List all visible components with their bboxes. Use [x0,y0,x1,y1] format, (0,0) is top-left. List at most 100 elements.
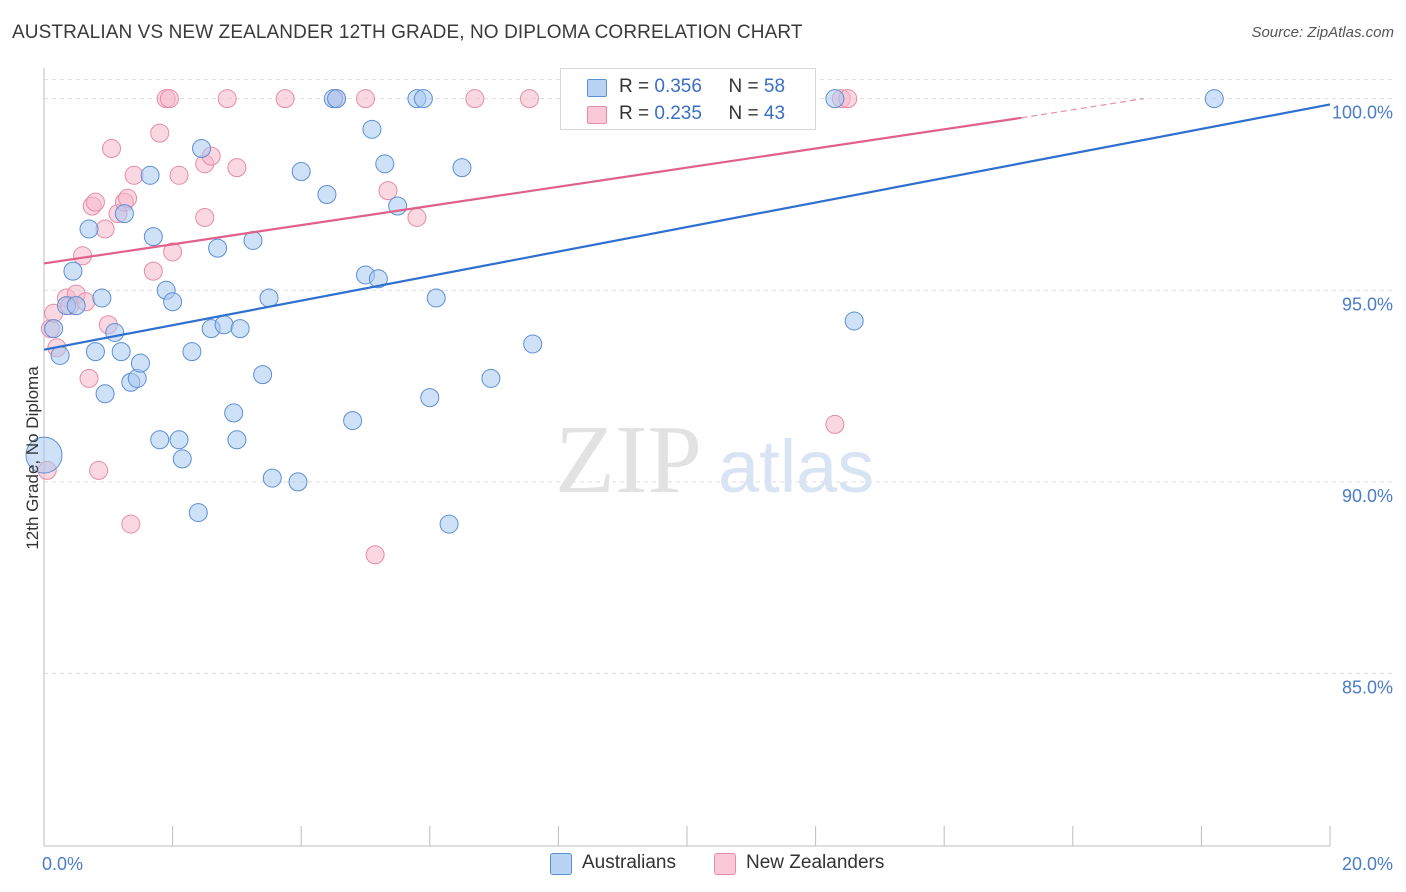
y-tick-label: 95.0% [1342,294,1393,314]
chart-title: AUSTRALIAN VS NEW ZEALANDER 12TH GRADE, … [12,22,803,43]
new-zealanders-point [365,545,385,565]
australians-point [413,89,433,109]
new-zealanders-point [159,89,179,109]
australians-point [85,342,105,362]
new-zealanders-point [407,207,427,227]
new-zealanders-point [169,165,189,185]
x-tick-label-min: 0.0% [42,854,83,874]
australians-point [172,449,192,469]
australians-point [208,238,228,258]
australians-point [63,261,83,281]
australians-point [343,411,363,431]
new-zealanders-point [121,514,141,534]
australians-point [127,368,147,388]
australians-point [317,184,337,204]
australians-point [262,468,282,488]
australians-point [25,436,63,474]
australians-point [523,334,543,354]
new-zealanders-point [378,181,398,201]
legend-n-value: 43 [763,103,786,124]
legend-r-label: R = [619,76,650,97]
australians-point [114,204,134,224]
new-zealanders-point [143,261,163,281]
australians-point [140,165,160,185]
new-zealanders-swatch [714,853,736,875]
legend-r-label: R = [619,103,650,124]
australians-point [291,161,311,181]
axis-layer: 85.0% 90.0% 95.0% 100.0% 0.0% 20.0% [42,68,1393,874]
australians-point [368,269,388,289]
australians-point [288,472,308,492]
new-zealanders-point [519,89,539,109]
new-zealanders-point [95,219,115,239]
australians-point [169,430,189,450]
australians-point [452,158,472,178]
australians-point [375,154,395,174]
y-axis-label: 12th Grade, No Diploma [23,366,42,550]
australians-point [426,288,446,308]
australians-point [105,322,125,342]
legend-swatch-pink [587,106,607,124]
legend-n-value: 58 [763,76,786,97]
new-zealanders-point [275,89,295,109]
australians-point [111,342,131,362]
australians-point [439,514,459,534]
australians-point [188,503,208,523]
new-zealanders-point [356,89,375,109]
trend-layer [43,98,1331,351]
y-tick-label: 90.0% [1342,486,1393,506]
legend-text: R = 0.235 N = 43 [619,103,785,125]
new-zealanders-point [102,138,122,158]
new-zealanders-label: New Zealanders [746,852,885,873]
legend-r-value: 0.356 [654,76,702,97]
watermark-atlas: atlas [718,425,874,508]
legend-r-value: 0.235 [654,103,702,124]
new-zealanders-trend-extension [1021,98,1144,119]
australians-point [79,219,99,239]
australians-point [253,365,273,385]
australians-point [95,384,115,404]
australians-point [327,89,347,109]
australians-point [844,311,864,331]
australians-point [227,430,247,450]
australians-point [92,288,112,308]
new-zealanders-point [85,192,105,212]
australians-point [214,315,234,335]
australians-point [224,403,244,423]
australians-label: Australians [582,852,676,873]
australians-point [163,292,183,312]
new-zealanders-point [465,89,485,109]
new-zealanders-point [217,89,237,109]
new-zealanders-point [227,158,247,178]
australians-point [182,342,202,362]
new-zealanders-point [825,414,845,434]
australians-point [150,430,170,450]
australians-point [481,368,501,388]
new-zealanders-point [163,242,183,262]
australians-point [66,296,86,316]
y-tick-label: 100.0% [1332,103,1393,123]
new-zealanders-trend-line [43,116,1022,265]
australians-point [259,288,279,308]
new-zealanders-point [89,460,109,480]
australians-point [130,353,150,373]
legend-swatch-blue [587,79,607,97]
new-zealanders-point [195,207,215,227]
watermark-zip: ZIP [555,406,702,514]
australians-point [825,89,845,109]
australians-point [362,119,382,139]
australians-point [143,227,163,247]
australians-point [1204,89,1224,109]
new-zealanders-point [150,123,170,143]
legend-n-label: N = [728,76,759,97]
new-zealanders-point [124,165,144,185]
x-tick-label-max: 20.0% [1342,854,1393,874]
australians-swatch [550,853,572,875]
watermark: ZIP atlas [555,406,874,514]
correlation-legend: R = 0.356 N = 58 R = 0.235 N = 43 [560,68,816,130]
australians-trend-line [43,103,1331,351]
source-credit: Source: ZipAtlas.com [1251,24,1394,41]
legend-text: R = 0.356 N = 58 [619,76,785,98]
australians-point [230,319,250,339]
